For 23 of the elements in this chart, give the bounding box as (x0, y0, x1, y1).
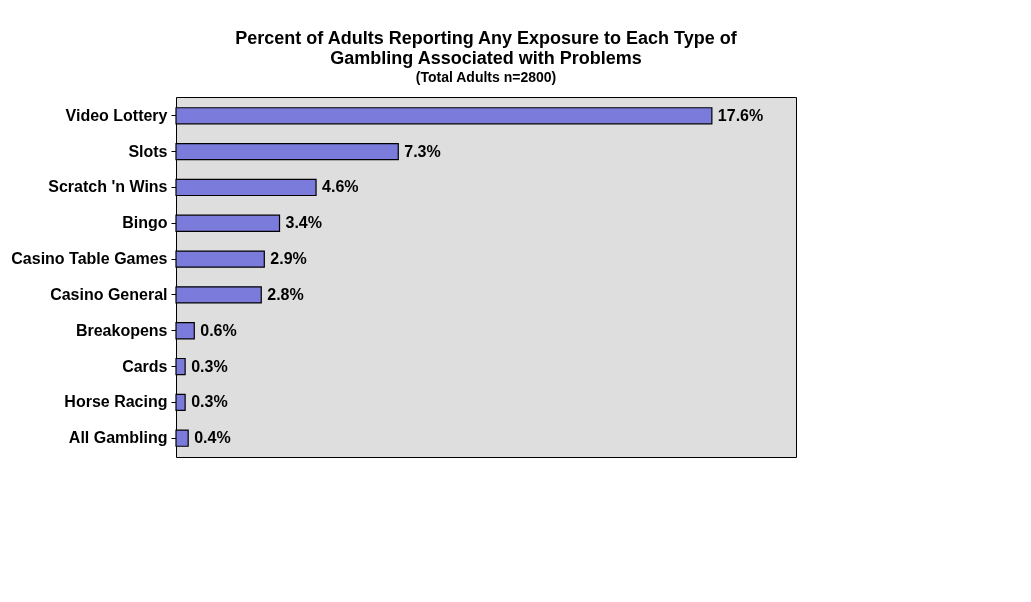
y-tick-label: Cards (122, 357, 168, 375)
y-tick-label: All Gambling (68, 429, 168, 447)
y-tick-label: Bingo (122, 214, 168, 232)
data-label: 2.9% (270, 250, 307, 268)
y-tick-label: Horse Racing (64, 393, 168, 411)
y-tick-label: Casino General (50, 285, 168, 303)
data-label: 3.4% (285, 214, 322, 232)
data-label: 0.4% (194, 429, 231, 447)
data-label: 2.8% (267, 285, 304, 303)
y-tick-label: Casino Table Games (11, 250, 168, 268)
y-tick-label: Breakopens (75, 321, 168, 339)
data-label: 0.3% (191, 393, 228, 411)
y-tick-label: Video Lottery (65, 106, 168, 124)
text: Percent of Adults Reporting Any Exposure to Each Type of (235, 28, 737, 48)
data-label: 7.3% (404, 142, 441, 160)
data-label: 0.3% (191, 357, 228, 375)
y-tick-label: Scratch 'n Wins (48, 178, 168, 196)
data-label: 0.6% (200, 321, 237, 339)
text: Gambling Associated with Problems (330, 48, 642, 68)
y-tick-label: Slots (128, 142, 168, 160)
chart-subtitle: (Total Adults n=2800) (415, 69, 557, 85)
data-label: 4.6% (322, 178, 359, 196)
data-label: 17.6% (717, 106, 764, 124)
